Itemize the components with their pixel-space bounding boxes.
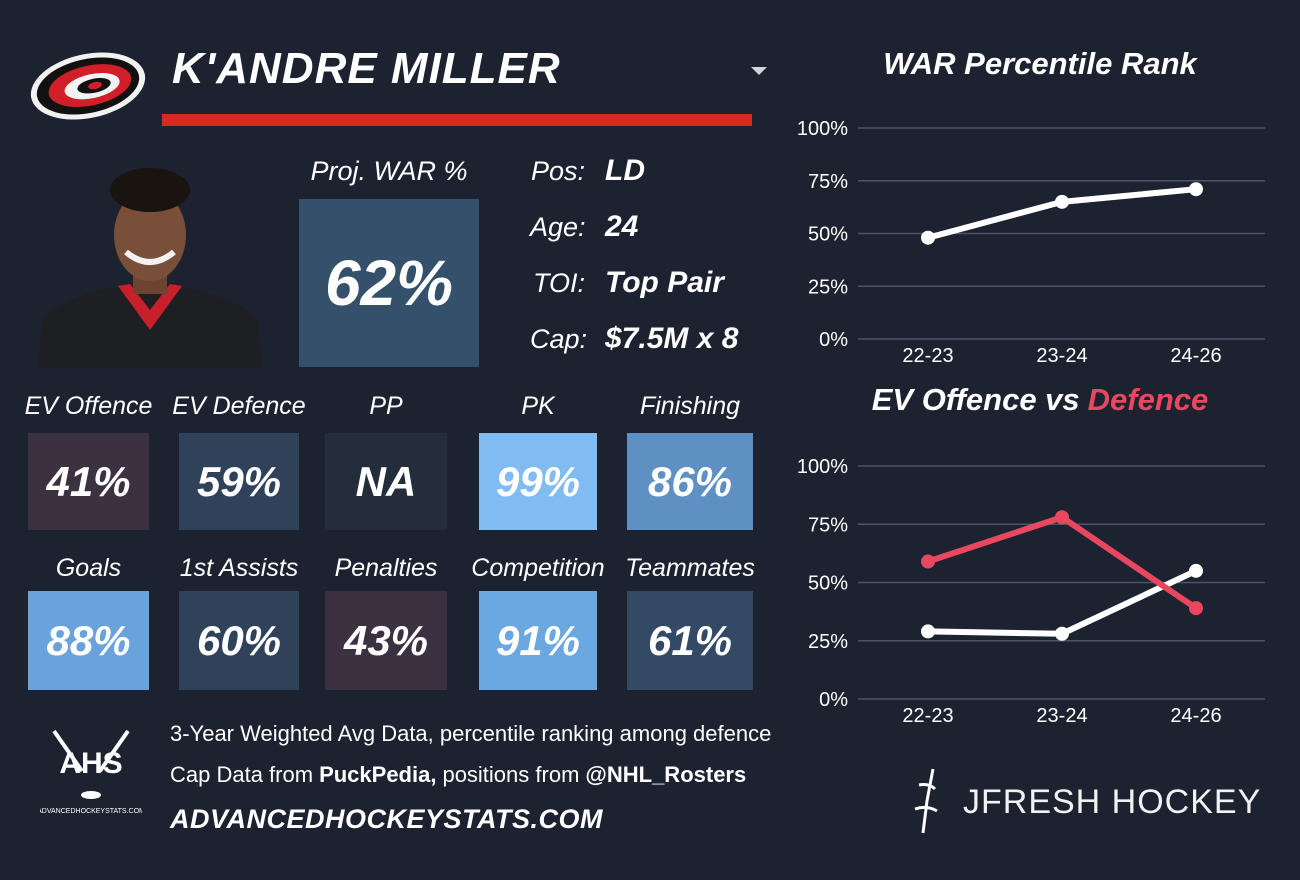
line-chart: EV Offence vs Defence 0% 25% 50% 75% 100% 22-23… xyxy=(797,382,1265,727)
y-tick-label: 0% xyxy=(819,329,848,351)
data-point xyxy=(1189,563,1203,578)
data-line xyxy=(925,514,1199,612)
info-label: Age: xyxy=(530,212,586,242)
tile-label: Teammates xyxy=(625,554,755,582)
y-tick-label: 0% xyxy=(819,689,848,711)
x-tick-label: 24-26 xyxy=(1170,705,1221,727)
data-point xyxy=(1055,626,1069,641)
dropdown-arrow[interactable] xyxy=(750,65,768,77)
brand-text: JFRESH HOCKEY xyxy=(963,783,1261,821)
y-tick-label: 50% xyxy=(808,573,848,595)
tile-label: Penalties xyxy=(334,554,438,582)
x-tick-label: 22-23 xyxy=(902,345,953,367)
credit-text: positions from xyxy=(442,762,580,787)
tile-label: EV Offence xyxy=(24,392,153,420)
player-name: K'ANDRE MILLER xyxy=(172,44,561,93)
tile-label: EV Defence xyxy=(172,392,306,420)
line-chart: WAR Percentile Rank 0% 25% 50% 75% 100% 22-23 2… xyxy=(797,46,1265,367)
y-tick-label: 100% xyxy=(797,456,848,478)
chart-title-part: Defence xyxy=(1088,382,1209,417)
ahs-logo-caption: ADVANCEDHOCKEYSTATS.COM xyxy=(40,808,142,815)
data-point xyxy=(1055,194,1069,209)
info-label: Cap: xyxy=(530,324,588,354)
team-logo xyxy=(30,52,146,120)
info-value: Top Pair xyxy=(605,266,724,299)
projection-value: 62% xyxy=(299,199,479,367)
ahs-logo-text: AHS xyxy=(59,747,122,780)
y-tick-label: 25% xyxy=(808,631,848,653)
accent-bar xyxy=(162,114,752,126)
chart-title: WAR Percentile Rank xyxy=(883,46,1198,81)
info-value: $7.5M x 8 xyxy=(605,322,739,355)
website: ADVANCEDHOCKEYSTATS.COM xyxy=(170,804,604,834)
tile-label: 1st Assists xyxy=(179,554,299,582)
data-point xyxy=(1055,510,1069,525)
y-tick-label: 100% xyxy=(797,118,848,140)
chart-title: EV Offence vs Defence xyxy=(872,382,1209,417)
chart-title-part: WAR Percentile Rank xyxy=(883,46,1198,81)
stat-tile: 60% xyxy=(179,591,299,690)
stat-tile: 59% xyxy=(179,433,299,530)
stat-tile: 91% xyxy=(479,591,597,690)
x-tick-label: 23-24 xyxy=(1036,345,1087,367)
tile-label: Finishing xyxy=(639,392,741,420)
x-tick-label: 22-23 xyxy=(902,705,953,727)
stat-tile: 43% xyxy=(325,591,447,690)
data-point xyxy=(1189,601,1203,616)
data-point xyxy=(921,554,935,569)
player-photo xyxy=(38,168,262,368)
stat-tile: 88% xyxy=(28,591,149,690)
credit-text: Cap Data from xyxy=(170,762,314,787)
info-label: Pos: xyxy=(530,156,585,186)
data-point xyxy=(921,624,935,639)
stat-tile: 99% xyxy=(479,433,597,530)
footer-credits: Cap Data from PuckPedia, positions from @NH… xyxy=(170,762,746,788)
stat-tile: NA xyxy=(325,433,447,530)
tile-label: PK xyxy=(521,392,555,420)
y-tick-label: 50% xyxy=(808,224,848,246)
y-tick-label: 75% xyxy=(808,171,848,193)
x-tick-label: 23-24 xyxy=(1036,705,1087,727)
info-value: LD xyxy=(605,154,645,187)
projection-label: Proj. WAR % xyxy=(310,156,468,186)
ahs-logo: AHS ADVANCEDHOCKEYSTATS.COM xyxy=(40,729,142,815)
x-tick-label: 24-26 xyxy=(1170,345,1221,367)
tile-label: Goals xyxy=(55,554,122,582)
data-point xyxy=(1189,182,1203,197)
y-tick-label: 75% xyxy=(808,514,848,536)
credit-source: PuckPedia, xyxy=(319,762,437,787)
data-point xyxy=(921,230,935,245)
y-tick-label: 25% xyxy=(808,276,848,298)
brand-logo: JFRESH HOCKEY xyxy=(914,768,1261,834)
footer-note: 3-Year Weighted Avg Data, percentile ran… xyxy=(170,721,772,746)
credit-source: @NHL_Rosters xyxy=(585,762,747,787)
stat-tile: 61% xyxy=(627,591,753,690)
tile-label: PP xyxy=(369,392,403,420)
stat-tile: 86% xyxy=(627,433,753,530)
chart-title-part: EV Offence vs xyxy=(872,382,1080,417)
stat-tile: 41% xyxy=(28,433,149,530)
tile-label: Competition xyxy=(471,554,605,582)
info-value: 24 xyxy=(605,210,639,243)
info-label: TOI: xyxy=(532,268,585,298)
